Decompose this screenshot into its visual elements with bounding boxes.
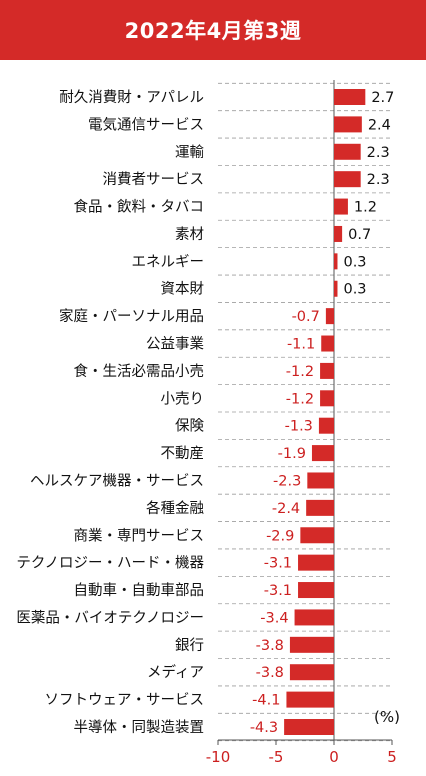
bar: [334, 198, 348, 215]
bar: [334, 89, 366, 105]
bar: [320, 362, 334, 379]
category-label: ヘルスケア機器・サービス: [30, 472, 204, 489]
bar: [321, 335, 334, 352]
data-label: -1.9: [278, 446, 306, 462]
category-label: 半導体・同製造装置: [74, 719, 205, 736]
category-label: 電気通信サービス: [88, 116, 204, 133]
category-label: 家庭・パーソナル用品: [59, 308, 204, 325]
category-label: テクノロジー・ハード・機器: [16, 555, 204, 572]
bar: [298, 554, 334, 571]
data-label: 2.3: [367, 172, 390, 188]
data-label: -4.3: [250, 720, 278, 736]
category-label: 医薬品・バイオテクノロジー: [16, 609, 204, 626]
category-label: 商業・専門サービス: [74, 527, 205, 544]
bar: [289, 636, 334, 653]
data-label: 0.3: [343, 254, 366, 270]
bar: [320, 390, 334, 407]
bar: [311, 445, 334, 462]
data-label: -1.2: [286, 364, 314, 380]
bar: [334, 253, 338, 270]
x-tick-label: 5: [387, 748, 397, 766]
category-label: ソフトウェア・サービス: [45, 692, 205, 709]
chart-title: 2022年4月第3週: [124, 19, 302, 43]
data-label: -2.3: [273, 473, 301, 489]
category-label: メディア: [147, 663, 204, 681]
bar: [284, 719, 334, 735]
data-label: 2.3: [367, 145, 390, 161]
unit-label: (%): [374, 708, 400, 726]
chart-title-banner: 2022年4月第3週: [0, 0, 426, 60]
bar: [318, 417, 334, 434]
data-label: 2.7: [371, 90, 394, 106]
bar: [294, 609, 334, 626]
category-label: 資本財: [161, 281, 205, 298]
x-tick-label: -5: [269, 748, 284, 766]
data-label: -4.1: [252, 693, 280, 709]
category-label: 素材: [175, 226, 204, 243]
category-label: 食・生活必需品小売: [74, 363, 205, 380]
category-label: 銀行: [175, 637, 204, 654]
bar: [300, 527, 334, 544]
data-label: -2.4: [272, 501, 300, 517]
bar: [289, 664, 334, 681]
bar: [306, 499, 334, 516]
data-label: -3.8: [256, 665, 284, 681]
data-label: -3.4: [260, 610, 288, 626]
bar: [325, 308, 334, 325]
data-label: 2.4: [368, 117, 391, 133]
data-label: 1.2: [354, 200, 377, 216]
category-label: エネルギー: [132, 253, 205, 270]
category-label: 保険: [175, 418, 204, 435]
category-label: 消費者サービス: [103, 171, 205, 188]
category-label: 自動車・自動車部品: [74, 582, 205, 599]
data-label: -2.9: [266, 528, 294, 544]
bar: [334, 171, 361, 188]
bar: [307, 472, 334, 489]
x-tick-label: -10: [206, 748, 231, 766]
bar-chart: 耐久消費財・アパレル 2.7 電気通信サービス 2.4 運輸 2.3 消費者サービス 2.3 食…: [16, 80, 400, 766]
data-label: -1.3: [285, 419, 313, 435]
bar: [334, 280, 338, 297]
data-label: -0.7: [292, 309, 320, 325]
data-label: -3.8: [256, 638, 284, 654]
x-tick-label: 0: [329, 748, 339, 766]
category-label: 小売り: [161, 390, 205, 407]
bar: [298, 582, 334, 599]
category-label: 各種金融: [146, 500, 204, 517]
bar: [334, 143, 361, 160]
data-label: 0.7: [348, 227, 371, 243]
category-label: 不動産: [161, 445, 205, 462]
bar: [286, 691, 334, 708]
data-label: -3.1: [264, 583, 292, 599]
category-label: 食品・飲料・タバコ: [74, 199, 205, 216]
bar: [334, 116, 362, 133]
category-label: 運輸: [175, 144, 204, 161]
data-label: -1.2: [286, 391, 314, 407]
data-label: 0.3: [343, 282, 366, 298]
bar: [334, 225, 343, 242]
category-label: 耐久消費財・アパレル: [59, 89, 204, 106]
data-label: -3.1: [264, 556, 292, 572]
category-label: 公益事業: [146, 336, 204, 353]
data-label: -1.1: [287, 337, 315, 353]
